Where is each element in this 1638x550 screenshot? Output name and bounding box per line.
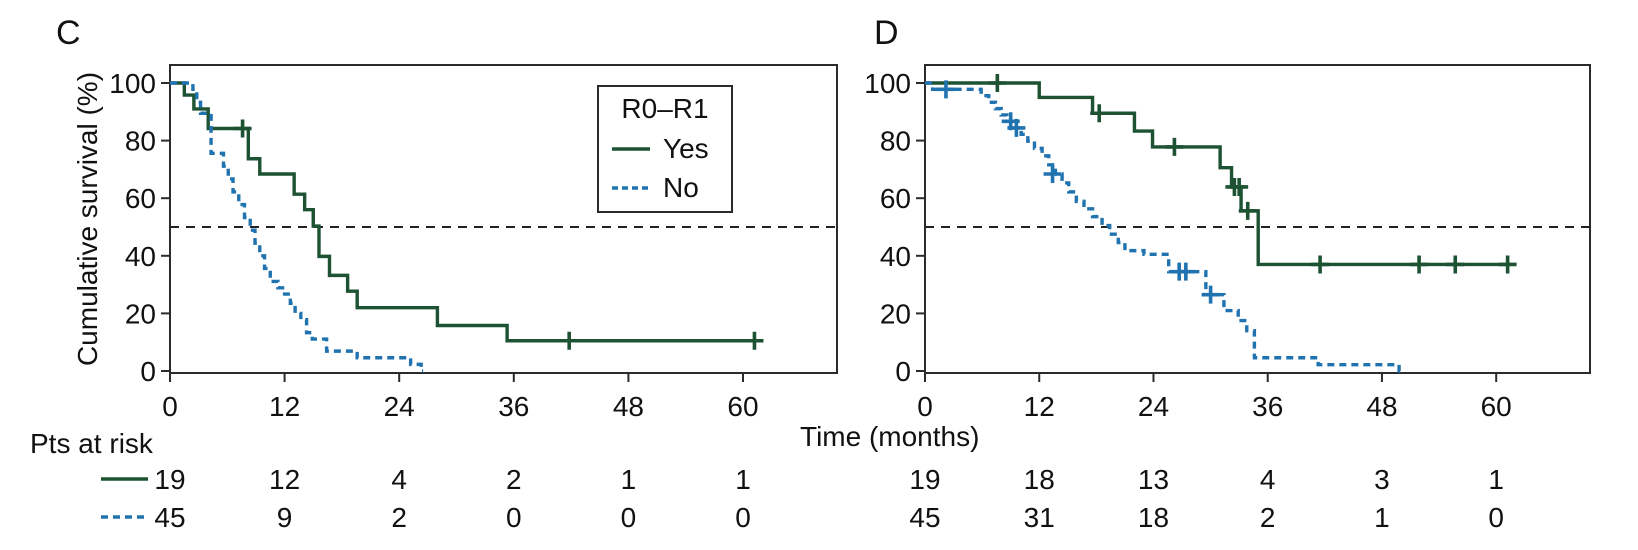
censor-mark (1007, 118, 1026, 137)
y-tick-label: 0 (140, 356, 156, 387)
legend-box: R0–R1 Yes No (597, 85, 733, 213)
km-curve-yes (170, 81, 759, 343)
x-tick-label: 12 (1024, 391, 1055, 422)
y-tick-label: 40 (125, 241, 156, 272)
km-curve-no (925, 81, 1403, 373)
censor-mark (1498, 255, 1517, 274)
legend-item-yes: Yes (599, 133, 731, 165)
censor-mark (1446, 255, 1465, 274)
risk-count: 1 (1488, 464, 1504, 495)
x-tick-label: 60 (727, 391, 758, 422)
risk-count: 18 (1024, 464, 1055, 495)
risk-count: 19 (154, 464, 185, 495)
censor-mark (1238, 201, 1257, 220)
risk-count: 13 (1138, 464, 1169, 495)
censor-mark (1311, 255, 1330, 274)
censor-mark (936, 80, 955, 99)
risk-count: 1 (735, 464, 751, 495)
y-tick-label: 100 (109, 68, 156, 99)
plot-box (924, 64, 1591, 374)
x-tick-label: 12 (269, 391, 300, 422)
risk-row-yes-line-swatch (101, 477, 148, 481)
x-tick-label: 36 (498, 391, 529, 422)
x-axis-title: Time (months) (800, 421, 980, 452)
censor-mark (560, 331, 579, 350)
censor-mark (1201, 285, 1220, 304)
legend-title: R0–R1 (621, 93, 709, 124)
risk-count: 45 (154, 502, 185, 533)
censor-mark (745, 331, 764, 350)
x-tick-label: 0 (917, 391, 933, 422)
x-tick-label: 0 (162, 391, 178, 422)
risk-count: 0 (506, 502, 522, 533)
risk-count: 1 (621, 464, 637, 495)
legend-item-no-label: No (663, 172, 699, 203)
y-axis-title: Cumulative survival (%) (72, 71, 103, 367)
risk-count: 0 (1488, 502, 1504, 533)
risk-count: 2 (391, 502, 407, 533)
risk-count: 18 (1138, 502, 1169, 533)
risk-count: 31 (1024, 502, 1055, 533)
legend-item-no: No (599, 172, 731, 204)
y-tick-label: 100 (864, 68, 911, 99)
censor-mark (1176, 262, 1195, 281)
risk-count: 2 (506, 464, 522, 495)
censor-mark (233, 119, 252, 138)
no-line-swatch-icon (612, 186, 650, 190)
pts-at-risk-label: Pts at risk (30, 428, 153, 459)
y-tick-label: 0 (895, 356, 911, 387)
risk-count: 19 (909, 464, 940, 495)
risk-count: 1 (1374, 502, 1390, 533)
y-tick-label: 20 (125, 298, 156, 329)
risk-count: 0 (735, 502, 751, 533)
censor-mark (1043, 165, 1062, 184)
risk-count: 2 (1260, 502, 1276, 533)
km-curve-yes (925, 81, 1511, 267)
risk-count: 4 (1260, 464, 1276, 495)
risk-count: 12 (269, 464, 300, 495)
x-tick-label: 48 (613, 391, 644, 422)
x-tick-label: 24 (1138, 391, 1169, 422)
y-tick-label: 80 (880, 126, 911, 157)
censor-mark (1090, 104, 1109, 123)
risk-count: 0 (621, 502, 637, 533)
yes-line-swatch-icon (612, 147, 650, 151)
x-tick-label: 48 (1366, 391, 1397, 422)
panel-d-label: D (874, 14, 900, 52)
y-tick-label: 60 (880, 183, 911, 214)
censor-mark (988, 74, 1007, 92)
y-tick-label: 80 (125, 126, 156, 157)
censor-mark (1230, 177, 1249, 196)
plot-box (169, 64, 838, 374)
censor-mark (1410, 255, 1429, 274)
risk-count: 3 (1374, 464, 1390, 495)
y-tick-label: 60 (125, 183, 156, 214)
x-tick-label: 60 (1481, 391, 1512, 422)
legend-item-yes-label: Yes (663, 133, 709, 164)
risk-count: 9 (277, 502, 293, 533)
censor-mark (1165, 137, 1184, 156)
x-tick-label: 24 (384, 391, 415, 422)
risk-row-no-line-swatch (101, 515, 148, 519)
x-tick-label: 36 (1252, 391, 1283, 422)
panel-c-label: C (56, 14, 82, 52)
y-tick-label: 40 (880, 241, 911, 272)
risk-count: 45 (909, 502, 940, 533)
y-tick-label: 20 (880, 298, 911, 329)
risk-count: 4 (391, 464, 407, 495)
